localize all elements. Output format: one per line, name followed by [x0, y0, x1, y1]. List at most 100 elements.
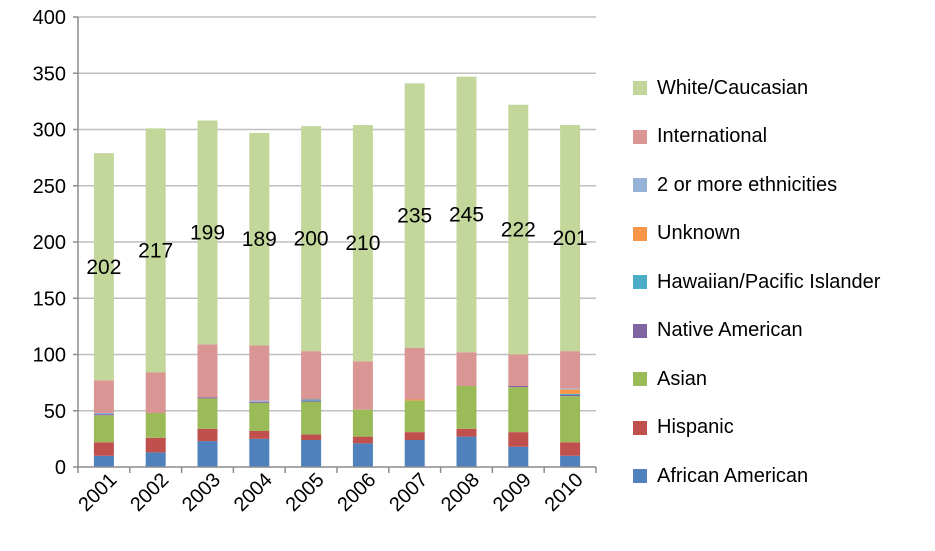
bar-segment-international [353, 361, 373, 409]
legend-label: International [657, 125, 767, 148]
bar-segment-native-american [301, 401, 321, 402]
bar-segment-international [146, 373, 166, 414]
y-tick-label: 250 [33, 176, 66, 198]
legend-label: Hispanic [657, 416, 734, 439]
data-label: 217 [138, 239, 173, 262]
legend-item: Hispanic [633, 404, 933, 453]
legend-swatch [633, 469, 647, 483]
legend-label: White/Caucasian [657, 77, 808, 100]
y-tick-label: 300 [33, 120, 66, 142]
bar-segment-african-american [508, 447, 528, 467]
legend: White/Caucasian International 2 or more et… [633, 64, 933, 501]
data-label: 202 [86, 256, 121, 279]
legend-item: Asian [633, 355, 933, 404]
legend-swatch [633, 421, 647, 435]
bar-segment-hispanic [94, 442, 114, 456]
x-tick-label: 2009 [489, 469, 536, 516]
bar-segment-african-american [198, 441, 218, 467]
bar-segment-2-or-more-ethnicities [560, 388, 580, 389]
data-label: 189 [242, 228, 277, 251]
bar-segment-hispanic [405, 432, 425, 440]
bar-segment-asian [146, 413, 166, 438]
legend-swatch [633, 324, 647, 338]
bar-segment-hispanic [301, 434, 321, 440]
bar-segment-asian [301, 402, 321, 435]
bar-segment-african-american [353, 443, 373, 467]
bar-segment-international [301, 351, 321, 399]
bar-segment-asian [249, 403, 269, 431]
bar-segment-unknown [405, 400, 425, 401]
bars [94, 77, 580, 467]
bar-segment-african-american [457, 437, 477, 467]
bar-segment-hispanic [560, 442, 580, 456]
bar-segment-hispanic [198, 429, 218, 441]
bar-segment-2-or-more-ethnicities [94, 413, 114, 414]
bar-segment-asian [198, 398, 218, 428]
bar-segment-international [249, 346, 269, 401]
legend-item: 2 or more ethnicities [633, 161, 933, 210]
bar-segment-asian [405, 401, 425, 433]
bar-segment-hispanic [249, 431, 269, 439]
bar-segment-international [508, 355, 528, 387]
legend-item: International [633, 113, 933, 162]
data-label: 235 [397, 205, 432, 228]
legend-label: Hawaiian/Pacific Islander [657, 271, 880, 294]
bar-segment-2-or-more-ethnicities [249, 401, 269, 402]
bar-segment-native-american [508, 386, 528, 387]
data-label: 200 [294, 228, 329, 251]
bar-segment-hispanic [353, 437, 373, 444]
data-label: 210 [345, 232, 380, 255]
y-tick-label: 100 [33, 345, 66, 367]
bar-segment-international [198, 344, 218, 397]
legend-swatch [633, 275, 647, 289]
bar-segment-international [405, 348, 425, 400]
bar-segment-hispanic [508, 432, 528, 447]
x-tick-label: 2006 [333, 469, 380, 516]
bar-segment-asian [457, 386, 477, 429]
legend-label: 2 or more ethnicities [657, 174, 837, 197]
x-tick-label: 2010 [541, 469, 588, 516]
x-tick-label: 2004 [230, 469, 277, 516]
bar-segment-african-american [94, 456, 114, 467]
x-tick-label: 2008 [437, 469, 484, 516]
legend-item: White/Caucasian [633, 64, 933, 113]
bar-segment-native-american [94, 414, 114, 415]
data-label: 201 [553, 227, 588, 250]
bar-segment-hawaiian-pacific-islander [301, 400, 321, 401]
data-label: 222 [501, 219, 536, 242]
legend-swatch [633, 372, 647, 386]
bar-segment-native-american [249, 402, 269, 403]
bar-segment-international [94, 380, 114, 413]
bar-segment-asian [560, 396, 580, 442]
y-tick-label: 350 [33, 63, 66, 85]
legend-swatch [633, 81, 647, 95]
legend-label: African American [657, 465, 808, 488]
legend-label: Unknown [657, 222, 740, 245]
bar-segment-unknown [560, 389, 580, 394]
x-tick-label: 2001 [74, 469, 121, 516]
y-tick-label: 200 [33, 232, 66, 254]
y-tick-label: 0 [55, 457, 66, 479]
legend-item: Native American [633, 307, 933, 356]
bar-segment-native-american [560, 395, 580, 396]
bar-segment-international [560, 351, 580, 388]
legend-item: Hawaiian/Pacific Islander [633, 258, 933, 307]
x-tick-label: 2002 [126, 469, 173, 516]
bar-segment-international [457, 352, 477, 386]
bar-segment-asian [353, 410, 373, 437]
data-label: 199 [190, 221, 225, 244]
bar-segment-asian [94, 415, 114, 442]
legend-item: Unknown [633, 210, 933, 259]
legend-swatch [633, 227, 647, 241]
y-tick-label: 150 [33, 288, 66, 310]
y-tick-label: 400 [33, 7, 66, 29]
bar-segment-african-american [301, 440, 321, 467]
x-tick-label: 2003 [178, 469, 225, 516]
x-tick-label: 2005 [282, 469, 329, 516]
bar-segment-african-american [560, 456, 580, 467]
bar-segment-hawaiian-pacific-islander [560, 394, 580, 395]
bar-segment-hispanic [457, 429, 477, 437]
bar-segment-african-american [146, 452, 166, 467]
bar-segment-african-american [249, 439, 269, 467]
